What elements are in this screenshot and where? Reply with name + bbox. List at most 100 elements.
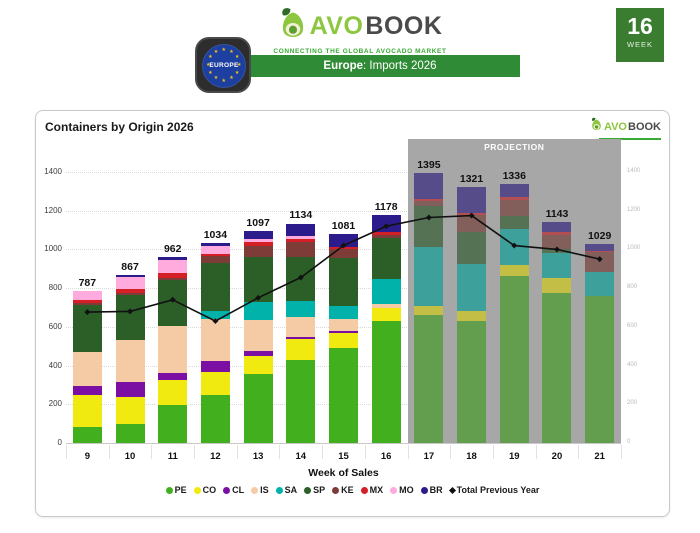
bar-segment-SA [243, 301, 273, 321]
stacked-bar-week-18 [457, 187, 487, 443]
legend-label: KE [341, 485, 354, 495]
eu-star-icon: ★ [234, 69, 240, 76]
y-axis-tick-right: 1400 [627, 168, 641, 174]
legend-item-total-previous-year: Total Previous Year [448, 485, 540, 495]
x-axis-label: 11 [167, 451, 178, 462]
bar-segment-MX [158, 273, 188, 278]
bar-total-label: 1143 [545, 207, 569, 220]
bar-segment-PE [115, 423, 145, 443]
x-axis-label: 15 [338, 451, 349, 462]
legend-item-CO: CO [193, 485, 216, 495]
bar-segment-SA [329, 305, 358, 320]
y-axis-tick-right: 1000 [627, 245, 641, 252]
x-axis-label: 18 [466, 451, 477, 462]
bar-segment-KE [200, 256, 230, 263]
bar-segment-CO [371, 307, 401, 322]
bar-segment-SA [200, 311, 230, 320]
bar-segment-BR [286, 223, 316, 236]
bar-segment-BR [585, 243, 615, 252]
bar-segment-KE [72, 303, 102, 305]
x-axis-tick [578, 445, 580, 459]
bar-segment-MX [243, 241, 273, 246]
bar-segment-IS [72, 352, 102, 387]
bar-segment-MX [200, 253, 230, 257]
avocado-icon [278, 6, 308, 47]
legend-item-KE: KE [332, 485, 354, 495]
line-marker [553, 246, 560, 253]
line-marker [255, 294, 262, 301]
bar-segment-BR [115, 275, 145, 277]
eu-star-icon: ★ [213, 48, 219, 55]
x-axis-label: 14 [295, 451, 307, 462]
legend-label: MO [399, 485, 414, 495]
legend-label: MX [369, 485, 384, 495]
avocado-mini-icon [590, 117, 603, 137]
bar-segment-CL [243, 351, 273, 356]
bar-segment-IS [329, 319, 358, 331]
stacked-bar-week-16 [371, 215, 401, 443]
bar-segment-CL [200, 360, 230, 372]
banner-region: Europe [323, 60, 364, 72]
chart-title: Containers by Origin 2026 [45, 120, 194, 134]
bar-segment-MX [499, 197, 529, 201]
logo-tagline: CONNECTING THE GLOBAL AVOCADO MARKET [273, 48, 447, 55]
bar-segment-SA [542, 253, 572, 279]
x-axis-tick [322, 445, 324, 459]
bar-segment-SP [499, 215, 529, 230]
region-title-banner: Europe: Imports 2026 [240, 55, 520, 77]
eu-star-icon: ★ [208, 69, 213, 76]
bar-segment-CL [158, 372, 188, 381]
y-axis-tick-left: 1400 [44, 167, 62, 176]
bar-segment-CO [329, 332, 358, 349]
bar-segment-MO [72, 290, 102, 300]
bar-segment-IS [371, 304, 401, 308]
y-axis-tick-right: 800 [627, 284, 638, 291]
legend-item-PE: PE [165, 485, 187, 495]
eu-star-icon: ★ [237, 62, 242, 68]
bar-segment-IS [286, 317, 316, 337]
legend-dot-BR [420, 486, 428, 494]
stacked-bar-week-10 [115, 275, 145, 443]
bar-total-label: 787 [78, 276, 97, 289]
y-axis-tick-left: 800 [48, 283, 62, 293]
bar-segment-CO [499, 264, 529, 276]
x-axis-label: 12 [210, 451, 221, 462]
plot-area: PROJECTION Week of Sales PE CO CL IS SA SP KE M… [36, 111, 669, 516]
legend-label: IS [260, 485, 269, 495]
bar-segment-PE [72, 426, 102, 443]
line-marker [84, 309, 91, 316]
eu-star-icon: ★ [234, 54, 240, 61]
bar-segment-BR [329, 233, 358, 247]
bar-segment-KE [414, 201, 444, 206]
x-axis-label: 17 [423, 451, 435, 462]
legend-label: CL [232, 485, 245, 495]
bar-segment-CO [72, 394, 102, 427]
bar-total-label: 1034 [203, 228, 228, 241]
bar-segment-MO [115, 276, 145, 290]
avobook-mini-logo: AVO BOOK [590, 117, 661, 140]
y-axis-tick-right: 1200 [627, 206, 641, 213]
eu-star-icon: ★ [213, 75, 219, 82]
bar-segment-KE [499, 200, 529, 216]
bar-segment-CO [286, 339, 316, 360]
logo-book-text: BOOK [365, 12, 443, 40]
week-number: 16 [627, 13, 653, 39]
projection-overlay [499, 184, 529, 443]
eu-flag-label: EUROPE [209, 62, 239, 69]
mini-logo-book-text: BOOK [628, 121, 661, 133]
line-marker [212, 318, 219, 325]
bar-segment-CO [542, 278, 572, 293]
legend-label: Total Previous Year [456, 485, 540, 495]
legend-dot-PE [165, 486, 173, 494]
bar-total-label: 1029 [587, 229, 612, 242]
bar-segment-CO [414, 305, 444, 316]
week-number-badge: 16 WEEK [616, 8, 664, 62]
eu-star-icon: ★ [221, 46, 226, 53]
x-axis-tick [450, 445, 452, 459]
stacked-bar-week-15 [329, 233, 358, 443]
bar-total-label: 1097 [246, 216, 270, 229]
bar-segment-KE [329, 249, 358, 259]
gridline [66, 172, 621, 173]
avobook-logo: AVO BOOK CONNECTING THE GLOBAL AVOCADO MA… [250, 6, 470, 55]
bar-segment-CO [200, 371, 230, 395]
